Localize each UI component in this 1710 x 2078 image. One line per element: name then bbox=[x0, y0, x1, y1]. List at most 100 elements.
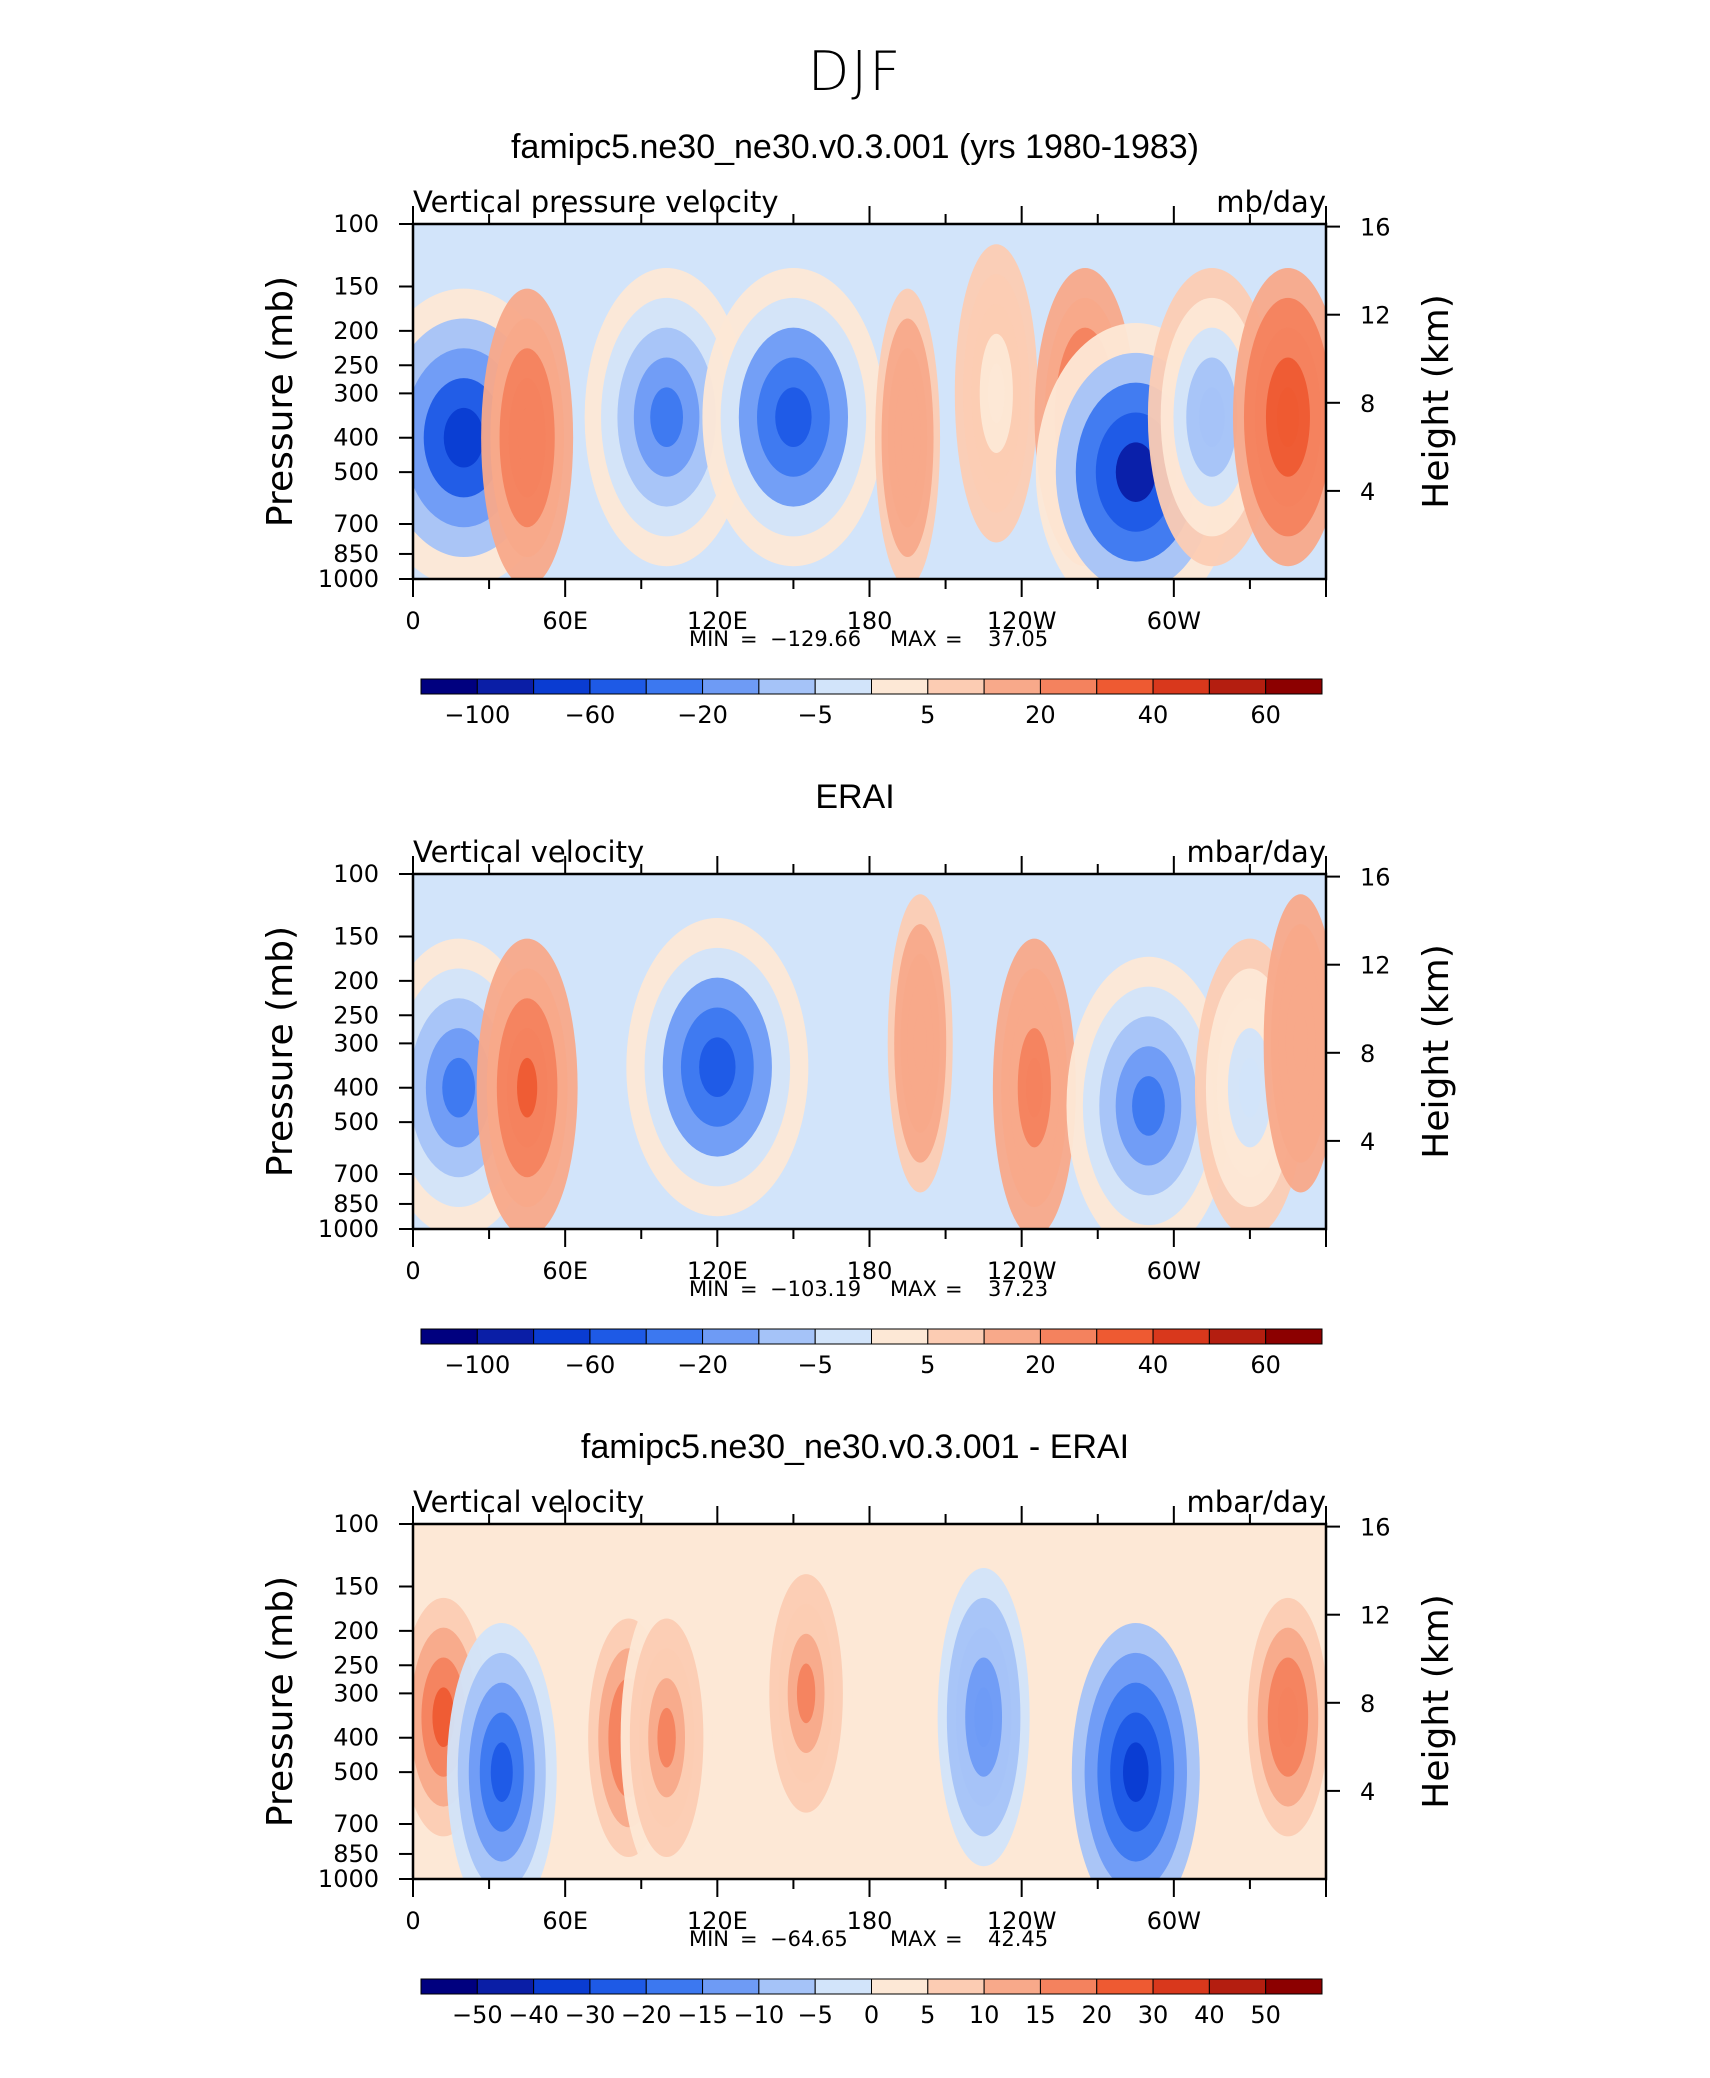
contour-fill bbox=[1115, 442, 1156, 502]
stat-max-value: 42.45 bbox=[988, 1927, 1048, 1951]
ytick-label: 500 bbox=[333, 1758, 379, 1786]
colorbar-label: −5 bbox=[797, 701, 832, 729]
panel-title: ERAI bbox=[815, 778, 895, 816]
colorbar-cell bbox=[758, 1978, 816, 1995]
xtick-label: 120E bbox=[687, 1257, 748, 1285]
colorbar-cell bbox=[1152, 1328, 1210, 1345]
colorbar-cell bbox=[476, 678, 535, 695]
contour-fill bbox=[1238, 1057, 1261, 1118]
variable-label: Vertical pressure velocity bbox=[413, 185, 779, 219]
ytick-label: 200 bbox=[333, 317, 379, 345]
colorbar-cell bbox=[702, 1978, 760, 1995]
contour-fill bbox=[974, 1687, 993, 1747]
colorbar-label: 50 bbox=[1250, 2001, 1281, 2029]
stat-min-eq: = bbox=[740, 1277, 758, 1301]
xtick-label: 60E bbox=[542, 1257, 588, 1285]
colorbar-cell bbox=[871, 1978, 929, 1995]
colorbar-label: 10 bbox=[969, 2001, 1000, 2029]
colorbar-cell bbox=[702, 1328, 760, 1345]
field-layer bbox=[413, 244, 1326, 579]
y-axis-right-label: Height (km) bbox=[1416, 294, 1457, 508]
colorbar-label: 5 bbox=[920, 701, 935, 729]
colorbar-cell bbox=[533, 1978, 591, 1995]
xtick-label: 60W bbox=[1147, 607, 1201, 635]
stat-min-value: −64.65 bbox=[770, 1927, 848, 1951]
contour-fill bbox=[1199, 387, 1225, 447]
colorbar-cell bbox=[533, 678, 591, 695]
ytick-right-label: 12 bbox=[1360, 1602, 1391, 1630]
ytick-right-label: 12 bbox=[1360, 952, 1391, 980]
colorbar-cell bbox=[927, 678, 985, 695]
panel-title: famipc5.ne30_ne30.v0.3.001 - ERAI bbox=[580, 1428, 1130, 1466]
ytick-right-label: 4 bbox=[1360, 1778, 1375, 1806]
stat-min-label: MIN bbox=[689, 1927, 729, 1951]
ytick-label: 300 bbox=[333, 1679, 379, 1707]
contour-fill bbox=[775, 387, 812, 447]
xtick-label: 60W bbox=[1147, 1907, 1201, 1935]
colorbar-cell bbox=[871, 678, 929, 695]
contour-fill bbox=[699, 1037, 736, 1097]
xtick-label: 120W bbox=[987, 607, 1057, 635]
colorbar-cell bbox=[420, 1978, 478, 1995]
colorbar-label: −20 bbox=[677, 701, 728, 729]
contour-fill bbox=[490, 1742, 513, 1802]
xtick-label: 60E bbox=[542, 1907, 588, 1935]
xtick-label: 60W bbox=[1147, 1257, 1201, 1285]
colorbar-label: 30 bbox=[1138, 2001, 1169, 2029]
units-label: mbar/day bbox=[1187, 835, 1326, 869]
ytick-label: 700 bbox=[333, 1160, 379, 1188]
colorbar-cell bbox=[814, 1978, 872, 1995]
contour-fill bbox=[657, 1707, 676, 1768]
ytick-right-label: 4 bbox=[1360, 478, 1375, 506]
colorbar-cell bbox=[1096, 1978, 1154, 1995]
contour-fill bbox=[796, 1663, 816, 1724]
xtick-label: 120W bbox=[987, 1907, 1057, 1935]
colorbar-cell bbox=[983, 1328, 1041, 1345]
contour-fill bbox=[1293, 1013, 1309, 1074]
ytick-label: 300 bbox=[333, 379, 379, 407]
ytick-label: 850 bbox=[333, 1840, 379, 1868]
xtick-label: 0 bbox=[405, 1907, 420, 1935]
xtick-label: 120W bbox=[987, 1257, 1057, 1285]
colorbar-cell bbox=[1265, 1978, 1323, 1995]
ytick-label: 1000 bbox=[318, 1215, 379, 1243]
y-axis-right-label: Height (km) bbox=[1416, 944, 1457, 1158]
ytick-right-label: 8 bbox=[1360, 1040, 1375, 1068]
xtick-label: 60E bbox=[542, 607, 588, 635]
chart-difference: Vertical velocity mbar/day100150200250300… bbox=[260, 1485, 1457, 2029]
ytick-label: 700 bbox=[333, 510, 379, 538]
ytick-right-label: 8 bbox=[1360, 390, 1375, 418]
contour-fill bbox=[442, 1057, 476, 1118]
colorbar-cell bbox=[476, 1328, 535, 1345]
contour-fill bbox=[1122, 1742, 1149, 1802]
panel-erai: ERAI Vertical velocity mbar/day 100 150 200 2… bbox=[0, 778, 1710, 1428]
contour-fill bbox=[1276, 387, 1299, 447]
ytick-label: 500 bbox=[333, 458, 379, 486]
units-label: mb/day bbox=[1216, 185, 1326, 219]
y-axis-label: Pressure (mb) bbox=[260, 1576, 301, 1827]
colorbar-cell bbox=[758, 678, 816, 695]
colorbar-label: 60 bbox=[1250, 1351, 1281, 1379]
colorbar-cell bbox=[420, 678, 478, 695]
contour-fill bbox=[988, 363, 1005, 424]
contour-fill bbox=[443, 407, 484, 468]
field-layer bbox=[413, 894, 1326, 1229]
colorbar-label: 0 bbox=[864, 2001, 879, 2029]
xtick-label: 120E bbox=[687, 607, 748, 635]
colorbar-cell bbox=[589, 1978, 647, 1995]
colorbar-cell bbox=[1039, 678, 1098, 695]
colorbar-cell bbox=[533, 1328, 591, 1345]
colorbar-cell bbox=[645, 1978, 704, 1995]
colorbar-label: −5 bbox=[797, 2001, 832, 2029]
colorbar-label: 40 bbox=[1138, 701, 1169, 729]
ytick-label: 250 bbox=[333, 1001, 379, 1029]
colorbar-cell bbox=[983, 678, 1041, 695]
colorbar-label: −60 bbox=[565, 1351, 616, 1379]
colorbar-label: −5 bbox=[797, 1351, 832, 1379]
colorbar-cell bbox=[1096, 678, 1154, 695]
colorbar-label: 5 bbox=[920, 1351, 935, 1379]
colorbar-cell bbox=[420, 1328, 478, 1345]
ytick-label: 400 bbox=[333, 424, 379, 452]
y-axis-right-label: Height (km) bbox=[1416, 1594, 1457, 1808]
contour-fill bbox=[913, 1013, 927, 1074]
